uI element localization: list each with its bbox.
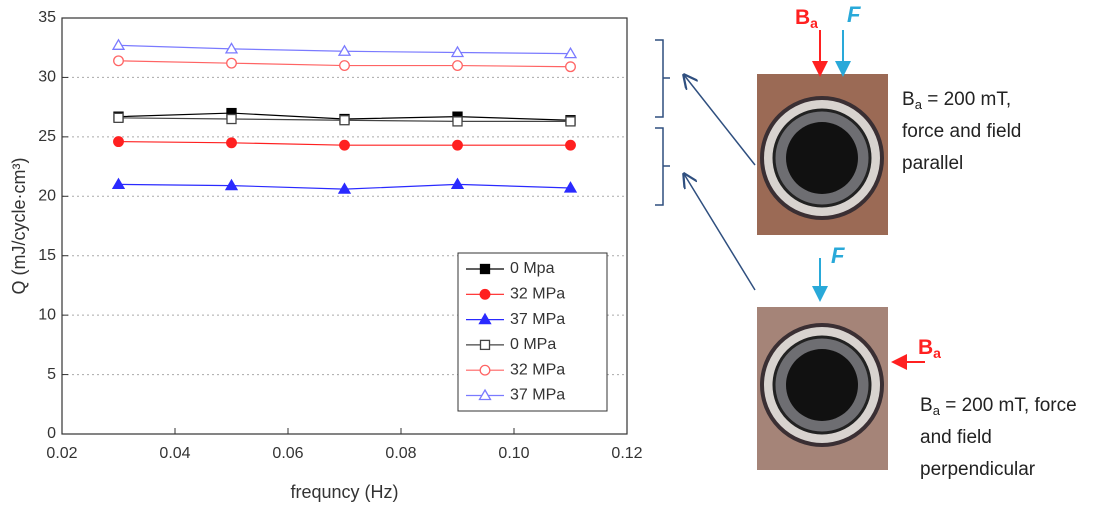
legend-label: 0 Mpa [510, 260, 555, 277]
y-axis-label: Q (mJ/cycle·cm³) [9, 158, 29, 295]
y-tick-label: 15 [38, 247, 56, 264]
marker [452, 116, 463, 127]
marker [339, 60, 350, 71]
force-label: F [847, 2, 861, 27]
marker [337, 44, 352, 56]
subscript: a [915, 97, 923, 112]
field-label: Ba [918, 336, 941, 361]
core [786, 122, 858, 194]
marker [565, 116, 576, 127]
annotation-line: and field [920, 427, 992, 448]
marker [450, 177, 465, 190]
y-tick-label: 20 [38, 188, 56, 205]
legend: 0 Mpa 32 MPa 37 MPa 0 MPa 32 MPa 37 MPa [457, 252, 608, 412]
arrow [684, 75, 756, 166]
plot: 0 5 10 15 20 25 30 35 0.02 0.04 0.06 0.08 0.10 0.12 fr… [9, 9, 643, 502]
marker [113, 136, 124, 148]
marker [339, 139, 350, 151]
annotation: Ba = 200 mT, force and field perpendicular [920, 395, 1077, 480]
marker [226, 57, 237, 69]
series [113, 136, 576, 151]
annotation-line: Ba = 200 mT, force [920, 395, 1077, 418]
marker [565, 139, 576, 151]
legend-marker [479, 263, 491, 275]
legend-label: 0 MPa [510, 336, 556, 353]
legend-label: 32 MPa [510, 361, 565, 378]
x-tick-label: 0.08 [385, 445, 416, 462]
annotation-line: perpendicular [920, 459, 1036, 480]
series [113, 112, 576, 127]
legend-label: 32 MPa [510, 286, 565, 303]
x-tick-label: 0.02 [46, 445, 77, 462]
annotation-line: force and field [902, 121, 1021, 142]
marker [450, 45, 465, 58]
x-axis-label: frequncy (Hz) [290, 482, 398, 502]
legend-marker [479, 364, 491, 376]
marker [113, 55, 124, 67]
y-tick-label: 30 [38, 69, 56, 86]
annotation-text: = 200 mT, force [940, 395, 1077, 416]
legend-marker [479, 288, 491, 300]
brackets [655, 39, 756, 291]
marker [563, 46, 578, 59]
legend-label: 37 MPa [510, 387, 565, 404]
y-tick-label: 10 [38, 306, 56, 323]
subscript: a [933, 403, 941, 418]
symbol: B [902, 89, 915, 110]
core [786, 349, 858, 421]
force-label: F [831, 243, 845, 268]
marker [224, 178, 239, 191]
x-tick-label: 0.12 [611, 445, 642, 462]
marker [565, 61, 576, 73]
photo [757, 74, 888, 235]
legend-marker [479, 339, 491, 351]
marker [226, 113, 237, 125]
arrow [684, 174, 756, 291]
annotation-line: Ba = 200 mT, [902, 89, 1011, 112]
legend-box [457, 252, 608, 412]
symbol: B [920, 395, 933, 416]
x-tick-label: 0.06 [272, 445, 303, 462]
marker [339, 115, 350, 126]
legend-marker [478, 312, 492, 325]
annotation-text: = 200 mT, [922, 89, 1011, 110]
marker [224, 42, 239, 54]
y-tick-label: 0 [47, 425, 56, 442]
plot-frame [61, 17, 628, 435]
series [111, 38, 578, 59]
x-tick-label: 0.04 [159, 445, 190, 462]
marker [113, 112, 124, 123]
y-tick-label: 35 [38, 9, 56, 26]
series [113, 55, 576, 73]
bracket [655, 39, 670, 118]
field-label: Ba [795, 6, 818, 31]
y-tick-label: 5 [47, 366, 56, 383]
marker [452, 60, 463, 71]
photo [757, 307, 888, 470]
marker [337, 182, 352, 194]
y-tick-label: 25 [38, 128, 56, 145]
bracket [655, 127, 670, 206]
annotation-line: parallel [902, 153, 963, 174]
annotation: Ba = 200 mT, force and field parallel [902, 89, 1021, 174]
marker [452, 139, 463, 151]
marker [226, 137, 237, 149]
marker [563, 181, 578, 193]
series [111, 177, 578, 194]
marker [111, 38, 126, 50]
marker [111, 177, 126, 190]
legend-label: 37 MPa [510, 311, 565, 328]
x-tick-label: 0.10 [498, 445, 529, 462]
legend-marker [478, 388, 492, 401]
